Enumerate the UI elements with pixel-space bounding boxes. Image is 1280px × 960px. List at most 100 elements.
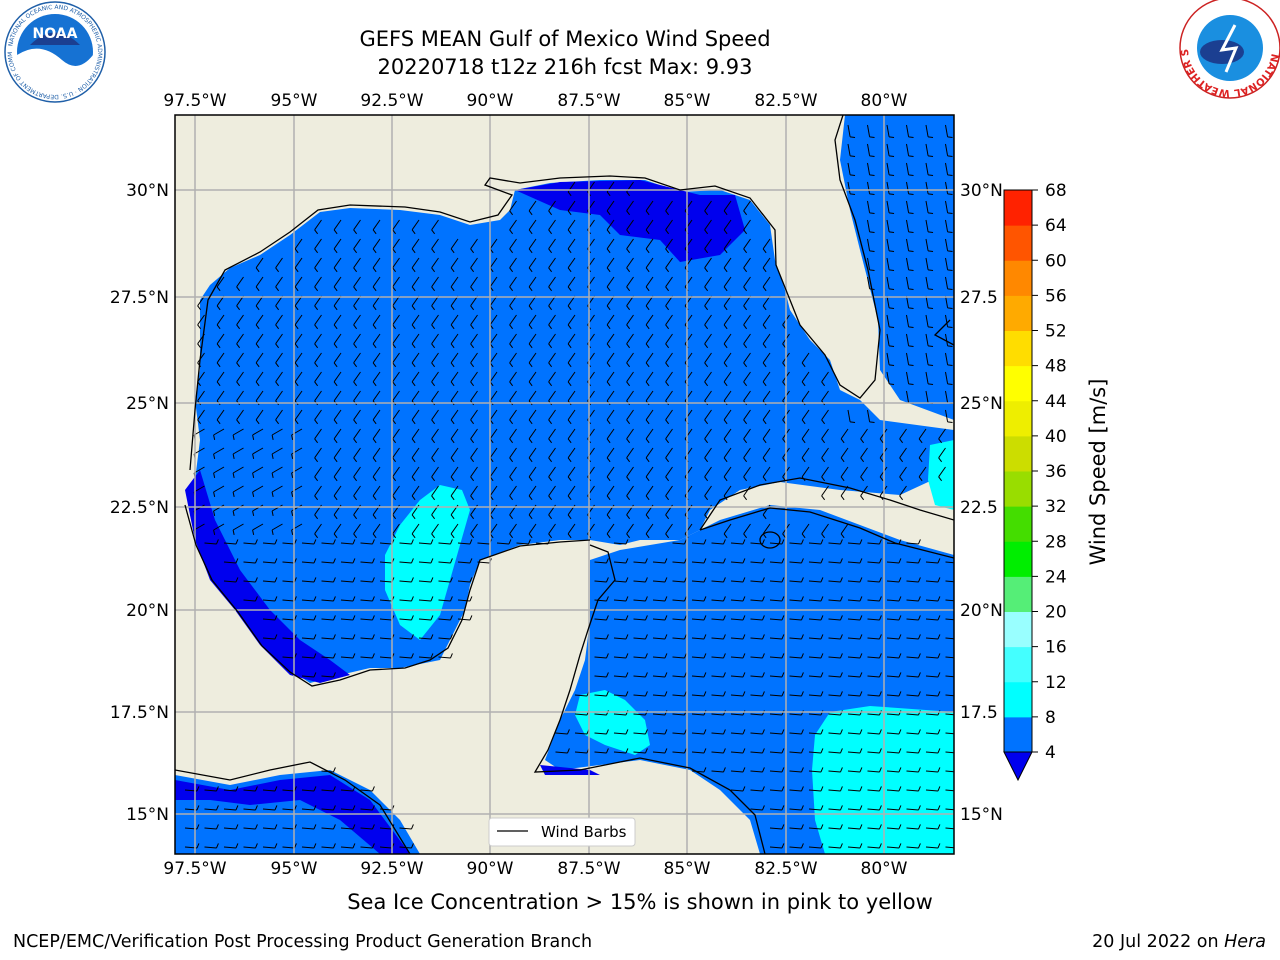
wind-barb — [606, 219, 615, 231]
wind-barb — [938, 447, 946, 459]
wind-barb — [925, 732, 938, 735]
wind-barb-flag — [410, 558, 414, 564]
wind-barb — [232, 466, 244, 474]
wind-barb-flag — [470, 267, 475, 273]
wind-barb — [691, 542, 704, 545]
wind-barb-flag — [859, 786, 863, 792]
wind-barb — [450, 523, 459, 535]
wind-barb-flag — [742, 672, 746, 678]
wind-barb — [652, 751, 665, 754]
wind-barb — [411, 276, 420, 288]
wind-barb — [750, 675, 763, 678]
wind-barb-flag — [470, 305, 475, 311]
wind-barb-flag — [372, 514, 377, 520]
wind-barb-flag — [761, 634, 765, 640]
wind-barb-flag — [908, 269, 914, 272]
wind-barb — [652, 732, 665, 735]
wind-barb — [886, 314, 890, 327]
footer-date-text: 20 Jul 2022 on — [1092, 932, 1225, 952]
wind-barb — [271, 523, 283, 531]
wind-barb — [925, 770, 938, 773]
wind-barb — [867, 827, 880, 830]
wind-barb-flag — [293, 596, 297, 602]
wind-barb — [762, 371, 771, 383]
wind-barb-flag — [236, 381, 241, 387]
nws-logo: NATIONAL WEATHER SERVICE — [0, 0, 1280, 99]
wind-barb-flag — [626, 495, 631, 501]
wind-barb — [672, 732, 685, 735]
wind-barb-flag — [917, 748, 921, 754]
wind-barb — [925, 694, 938, 697]
wind-barb-flag — [411, 267, 416, 273]
wind-barb-flag — [761, 539, 765, 545]
wind-barb — [392, 352, 400, 364]
wind-barb — [340, 789, 353, 792]
wind-barb — [769, 846, 782, 849]
wind-barb-flag — [470, 514, 475, 520]
wind-barb-flag — [839, 786, 843, 792]
colorbar-tick-label: 44 — [1045, 392, 1067, 412]
wind-barb — [918, 466, 927, 478]
wind-barb — [470, 352, 478, 364]
wind-barb-flag — [215, 824, 219, 830]
colorbar-tick-label: 56 — [1045, 286, 1067, 306]
wind-barb — [314, 352, 322, 364]
wind-barb — [243, 846, 256, 849]
wind-barb — [333, 257, 342, 269]
wind-barb-flag — [722, 691, 726, 697]
wind-barb-flag — [410, 634, 414, 640]
map-frame — [174, 114, 955, 855]
wind-barb — [808, 542, 821, 545]
wind-barb-flag — [889, 250, 895, 253]
wind-barb-flag — [801, 362, 806, 368]
wind-barb-flag — [704, 476, 709, 482]
colorbar-tick-label: 48 — [1045, 357, 1067, 377]
wind-barb-flag — [411, 495, 416, 501]
wind-barb-flag — [255, 362, 260, 368]
wind-barb-flag — [255, 286, 260, 292]
lon-tick-label: 92.5°W — [360, 859, 423, 879]
wind-barb — [801, 523, 810, 535]
wind-barb — [665, 523, 673, 535]
wind-barb-flag — [801, 419, 806, 425]
lat-tick-label: 27.5°N — [110, 288, 169, 308]
wind-barb-flag — [449, 615, 453, 621]
wind-barb-flag — [704, 286, 709, 292]
wind-barb-flag — [605, 596, 609, 602]
wind-barb — [918, 428, 927, 440]
wind-barb — [704, 219, 712, 231]
wind-barb-flag — [252, 434, 255, 440]
wind-barb — [606, 485, 615, 497]
wind-barb — [548, 485, 556, 497]
wind-barb-flag — [271, 453, 274, 459]
wind-barb-flag — [860, 476, 865, 482]
colorbar-tick-label: 16 — [1045, 638, 1067, 658]
wind-barb — [340, 637, 353, 640]
wind-barb — [470, 523, 478, 535]
wind-barb-flag — [781, 805, 785, 811]
wind-barb-flag — [928, 288, 934, 291]
wind-barb — [528, 371, 537, 383]
wind-barb-flag — [722, 767, 726, 773]
wind-barb — [282, 542, 295, 545]
wind-barb-flag — [957, 672, 959, 677]
wind-barb — [509, 333, 517, 345]
wind-barb — [906, 751, 919, 754]
wind-barb — [275, 352, 283, 364]
wind-barb — [594, 694, 607, 697]
wind-barb-flag — [820, 634, 824, 640]
wind-barb — [945, 580, 954, 583]
wind-barb-flag — [947, 250, 953, 253]
wind-barb-flag — [937, 843, 941, 849]
wind-barb — [821, 428, 829, 440]
wind-barb — [606, 314, 615, 326]
wind-barb-flag — [840, 533, 845, 539]
wind-barb-flag — [449, 539, 453, 545]
wind-barb-flag — [232, 472, 235, 478]
wind-barbs — [184, 124, 959, 849]
wind-barb-flag — [889, 364, 895, 367]
colorbar-segment — [1004, 225, 1032, 261]
wind-barb — [789, 808, 802, 811]
wind-barb — [450, 390, 459, 402]
wind-barb — [762, 257, 771, 269]
